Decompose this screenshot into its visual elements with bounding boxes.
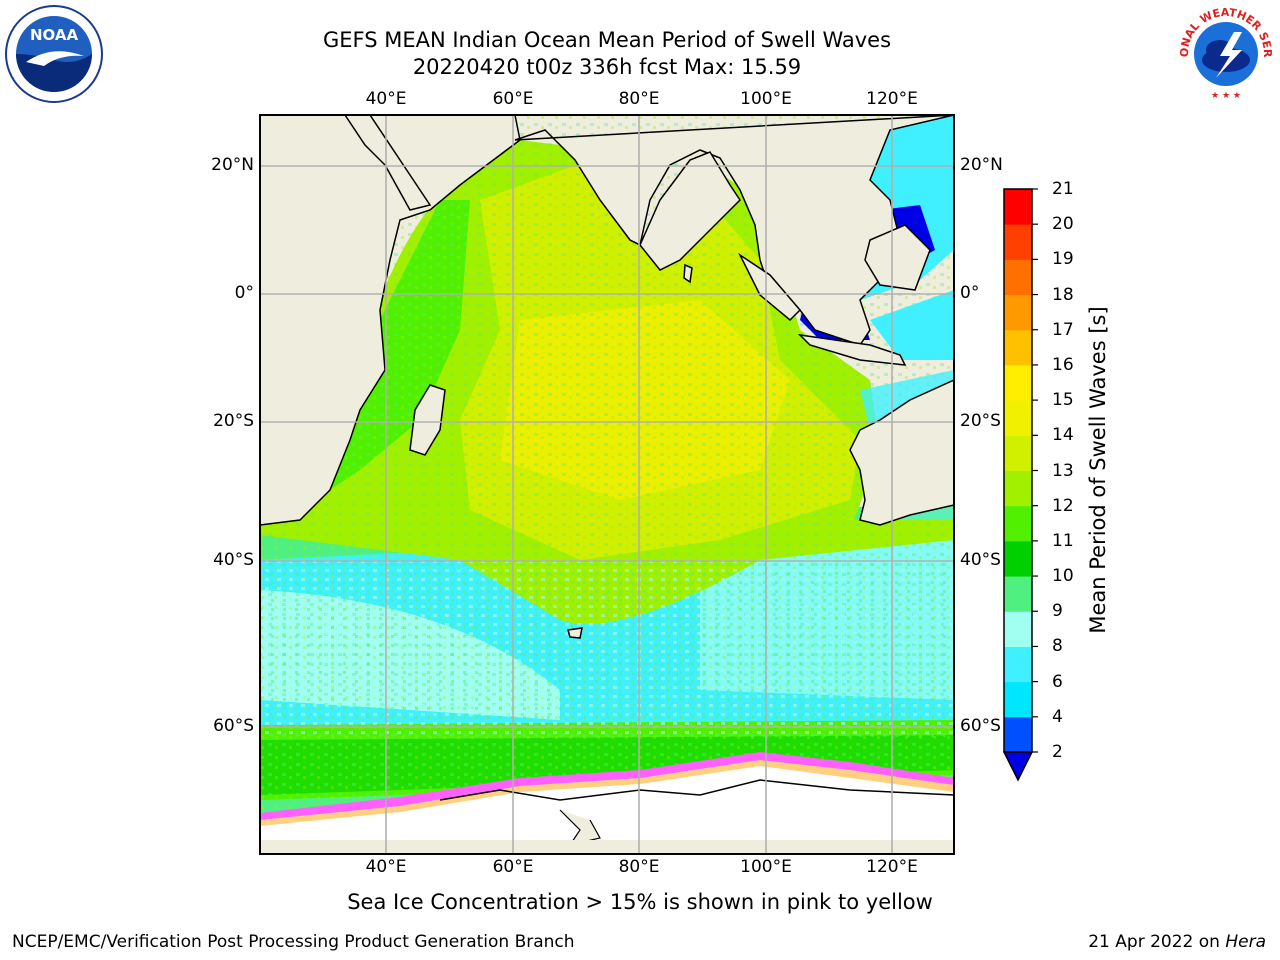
colorbar-tick-label: 9 — [1052, 601, 1063, 622]
lat-label-right: 0° — [960, 283, 980, 303]
colorbar-segment — [1004, 400, 1032, 436]
footer-date: 21 Apr 2022 on Hera — [1088, 932, 1266, 952]
lon-label-top: 120°E — [866, 89, 918, 109]
colorbar — [1002, 188, 1038, 782]
lat-label-right: 40°S — [960, 550, 1001, 570]
lon-label-top: 80°E — [618, 89, 660, 109]
swell-field — [260, 115, 954, 854]
chart-subtitle: 20220420 t00z 336h fcst Max: 15.59 — [412, 55, 802, 79]
colorbar-segment — [1004, 716, 1032, 753]
footer-host: Hera — [1225, 932, 1266, 952]
colorbar-segment — [1004, 364, 1032, 401]
map-area — [260, 115, 954, 854]
lat-label-right: 20°S — [960, 411, 1001, 431]
lon-label-bottom: 60°E — [492, 857, 534, 877]
lon-label-top: 100°E — [740, 89, 792, 109]
lat-label-left: 60°S — [213, 716, 254, 736]
colorbar-segment — [1004, 224, 1032, 260]
colorbar-tick-label: 17 — [1052, 319, 1074, 340]
lon-label-bottom: 100°E — [740, 857, 792, 877]
colorbar-segment — [1004, 611, 1032, 647]
colorbar-tick-label: 2 — [1052, 742, 1063, 762]
lat-label-left: 20°N — [211, 155, 254, 175]
colorbar-tick-label: 4 — [1052, 706, 1063, 727]
colorbar-segment — [1004, 329, 1032, 366]
lon-label-top: 40°E — [365, 89, 407, 109]
map-frame — [259, 114, 955, 855]
colorbar-tick-label: 13 — [1052, 460, 1074, 481]
colorbar-tick-label: 19 — [1052, 249, 1074, 270]
chart-title: GEFS MEAN Indian Ocean Mean Period of Sw… — [322, 28, 892, 52]
lon-label-bottom: 120°E — [866, 857, 918, 877]
nws-logo: NATIONAL WEATHER SERVICE ★ ★ ★ — [1176, 4, 1274, 102]
colorbar-segment — [1004, 259, 1032, 296]
noaa-logo: NOAA — [5, 5, 103, 103]
noaa-logo-text: NOAA — [30, 26, 79, 44]
colorbar-segment — [1004, 576, 1032, 612]
lat-label-left: 20°S — [213, 411, 254, 431]
colorbar-tick-label: 10 — [1052, 566, 1074, 587]
antarctica — [260, 766, 954, 854]
lon-label-bottom: 40°E — [365, 857, 407, 877]
colorbar-segment — [1004, 435, 1032, 471]
lat-label-right: 20°N — [960, 155, 1003, 175]
colorbar-title: Mean Period of Swell Waves [s] — [1086, 306, 1110, 634]
colorbar-under-arrow — [1002, 751, 1034, 782]
footer-date-text: 21 Apr 2022 on — [1088, 932, 1226, 952]
colorbar-tick-label: 8 — [1052, 636, 1063, 657]
footer-credit: NCEP/EMC/Verification Post Processing Pr… — [12, 932, 575, 952]
colorbar-tick-label: 12 — [1052, 495, 1074, 516]
colorbar-tick-label: 18 — [1052, 284, 1074, 305]
colorbar-tick-label: 11 — [1052, 530, 1074, 551]
svg-text:★ ★ ★: ★ ★ ★ — [1211, 91, 1241, 101]
colorbar-segment — [1004, 681, 1032, 718]
colorbar-segment — [1004, 646, 1032, 683]
lon-label-top: 60°E — [492, 89, 534, 109]
colorbar-tick-label: 6 — [1052, 671, 1063, 692]
lat-label-right: 60°S — [960, 716, 1001, 736]
colorbar-segment — [1004, 540, 1032, 577]
gridlines — [260, 115, 954, 854]
colorbar-tick-label: 16 — [1052, 354, 1074, 375]
colorbar-tick-label: 14 — [1052, 425, 1074, 446]
colorbar-segment — [1004, 294, 1032, 331]
lat-label-left: 40°S — [213, 550, 254, 570]
colorbar-segment — [1004, 470, 1032, 507]
colorbar-tick-label: 15 — [1052, 390, 1074, 411]
colorbar-tick-label: 21 — [1052, 179, 1074, 199]
colorbar-segment — [1004, 505, 1032, 542]
colorbar-tick-label: 20 — [1052, 214, 1074, 235]
lon-label-bottom: 80°E — [618, 857, 660, 877]
sea-ice-note: Sea Ice Concentration > 15% is shown in … — [347, 890, 933, 914]
colorbar-segment — [1004, 189, 1032, 225]
lat-label-left: 0° — [234, 283, 254, 303]
